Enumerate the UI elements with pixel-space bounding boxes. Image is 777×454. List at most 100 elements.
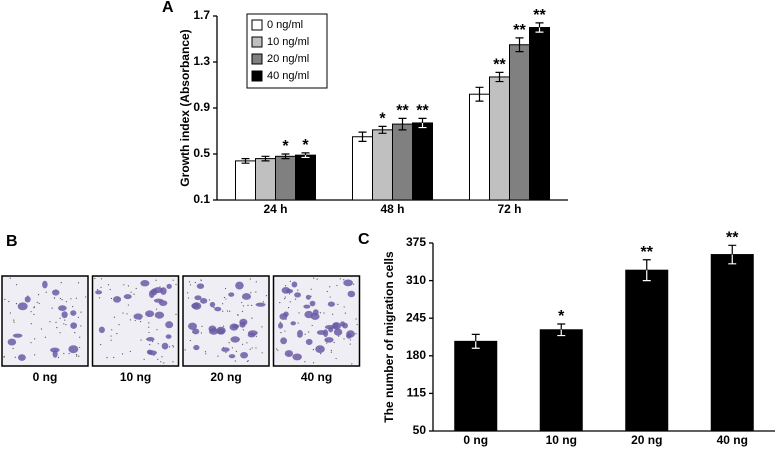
x-tick-label: 0 ng [463,433,488,447]
bar [625,269,669,432]
speck [100,286,102,288]
cell [292,353,302,361]
speck [329,286,331,288]
speck [77,316,79,318]
x-tick-label: 40 ng [717,433,748,447]
speck [194,281,196,284]
y-tick-label: 0.5 [193,146,210,160]
speck [255,291,257,293]
speck [149,343,151,346]
speck [242,343,244,345]
cell [95,290,103,295]
error-bar-cap [642,259,651,271]
x-tick-label: 10 ng [546,433,577,447]
speck [79,346,81,349]
speck [56,327,58,329]
cell [200,298,208,304]
error-bar-cap [728,244,737,255]
speck [107,284,110,286]
cell [241,293,251,300]
cell [153,298,164,303]
speck [140,339,142,341]
speck [304,361,306,363]
speck [111,329,113,331]
speck [222,325,225,327]
speck [75,355,78,357]
speck [155,308,158,310]
speck [241,310,244,312]
speck [310,295,312,297]
error-bar [358,131,367,142]
bar [275,155,296,201]
error-bar [515,37,524,53]
speck [298,312,300,314]
bar [412,122,433,201]
speck [172,346,175,348]
cell [331,322,342,330]
speck [133,293,135,295]
speck [242,305,244,307]
speck [247,360,249,362]
significance-mark: * [302,137,309,154]
speck [109,288,111,291]
speck [63,352,65,355]
speck [127,304,130,306]
x-tick-label: 72 h [497,202,521,216]
speck [13,321,15,323]
speck [118,323,120,326]
speck [241,301,243,304]
y-axis-label: Growth index (Absorbance) [178,29,192,186]
speck [222,310,224,312]
speck [184,349,186,351]
speck [255,347,257,349]
speck [284,285,287,287]
speck [289,301,291,303]
speck [61,298,63,301]
speck [36,301,38,303]
cell [294,292,301,298]
speck [279,302,281,304]
legend-label: 40 ng/ml [267,70,309,82]
speck [311,324,313,327]
speck [255,335,257,337]
speck [231,347,233,349]
cell [347,290,356,298]
cell [161,342,169,350]
speck [8,300,10,303]
speck [113,356,115,359]
speck [294,298,297,300]
cell [133,313,143,320]
speck [251,317,253,319]
error-bar [281,153,290,160]
cell [154,311,165,319]
speck [255,281,257,283]
speck [226,310,229,312]
speck [139,320,142,323]
speck [74,332,76,334]
bar [295,154,316,201]
speck [45,291,47,293]
cell [309,300,316,307]
speck [200,279,202,281]
speck [130,291,132,293]
cell [305,294,311,300]
speck [355,318,357,320]
speck [249,348,251,350]
y-tick-label: 1.3 [193,54,210,68]
speck [59,317,61,319]
cell [284,350,294,358]
speck [122,353,124,355]
speck [200,332,203,334]
speck [59,297,61,300]
significance-mark: ** [641,244,654,261]
legend-swatch [251,19,263,31]
speck [329,296,331,298]
speck [49,321,51,323]
error-bar [378,125,387,134]
bar [255,158,276,201]
error-bar [261,155,270,162]
speck [30,323,32,325]
speck [159,286,161,288]
speck [78,355,80,357]
